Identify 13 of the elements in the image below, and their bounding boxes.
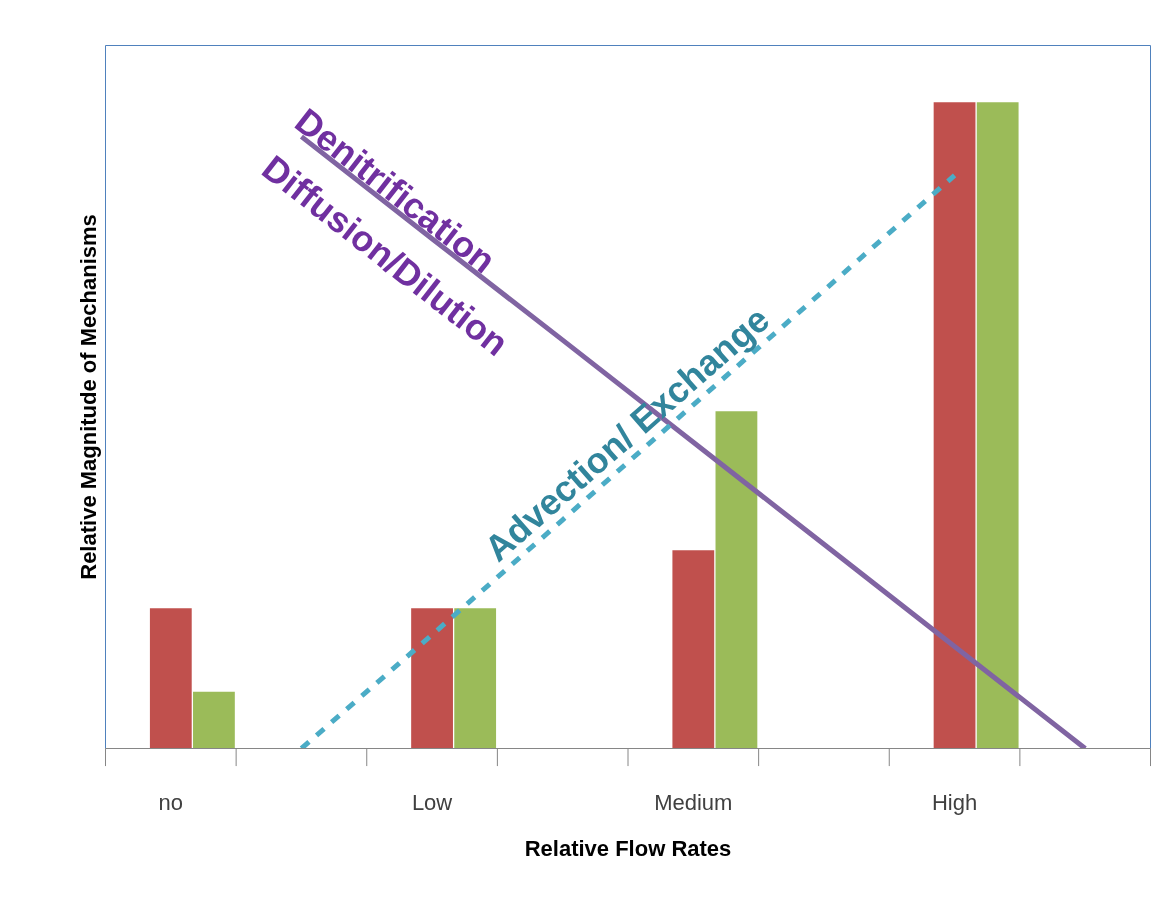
x-tick-label: Low	[411, 789, 453, 815]
bar	[933, 102, 976, 749]
x-tick-label: no	[158, 789, 184, 815]
bar	[672, 550, 715, 749]
bar	[976, 102, 1019, 749]
bar	[149, 608, 192, 749]
bar	[193, 691, 235, 749]
x-tick-label: Medium	[654, 789, 733, 815]
x-axis-title: Relative Flow Rates	[524, 835, 732, 861]
bar	[454, 608, 497, 749]
y-axis-title: Relative Magnitude of Mechanisms	[75, 214, 101, 580]
x-tick-label: High	[931, 789, 978, 815]
bar	[411, 608, 453, 749]
